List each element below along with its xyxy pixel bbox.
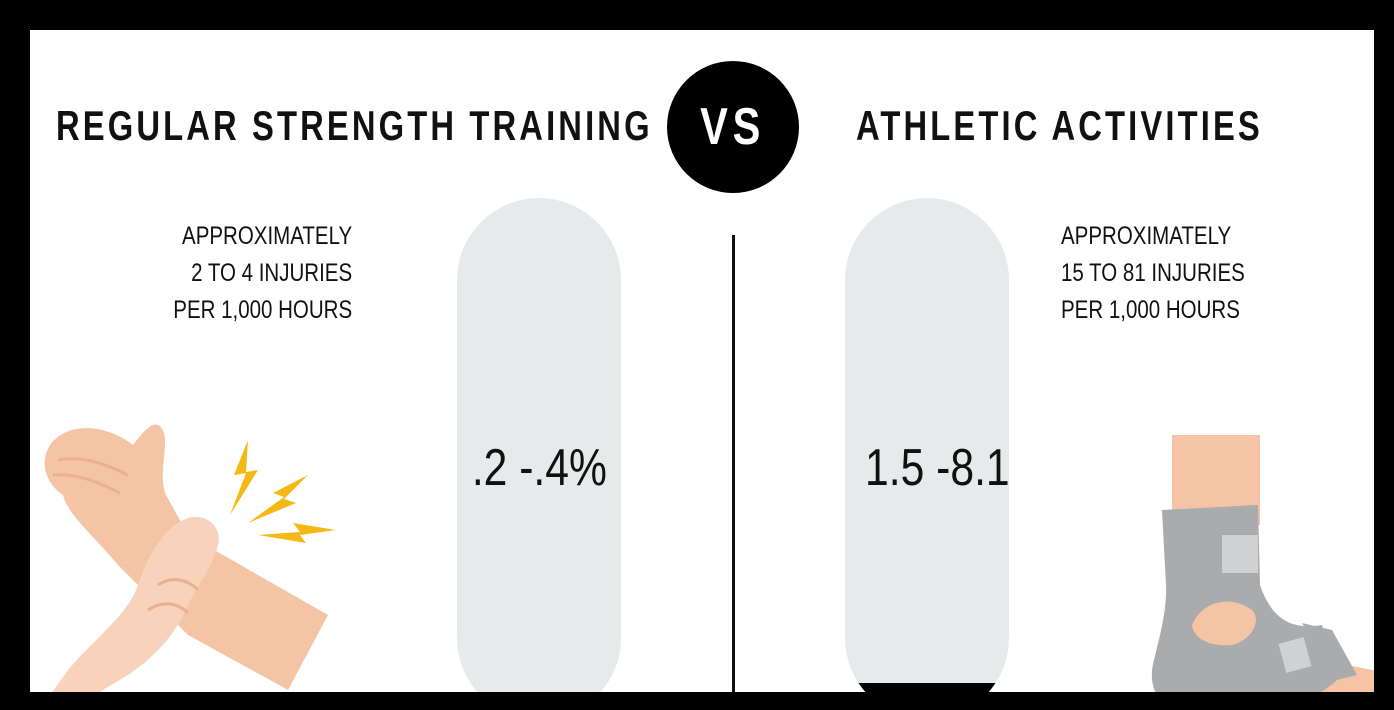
right-description: APPROXIMATELY 15 TO 81 INJURIES PER 1,00…	[1061, 218, 1285, 329]
left-description-line: 2 TO 4 INJURIES	[190, 259, 352, 287]
right-title: ATHLETIC ACTIVITIES	[856, 102, 1263, 149]
right-description-line: 15 TO 81 INJURIES	[1061, 259, 1245, 287]
vs-label: VS	[700, 98, 766, 156]
left-rate-value-text: .2 -.4%	[471, 439, 607, 497]
right-description-line: APPROXIMATELY	[1061, 222, 1232, 250]
infographic-canvas: REGULAR STRENGTH TRAINING VS ATHLETIC AC…	[30, 30, 1374, 692]
right-rate-fill	[845, 683, 1009, 692]
wrist-pain-icon	[44, 424, 336, 692]
left-rate-value: .2 -.4%	[457, 438, 621, 498]
right-description-line: PER 1,000 HOURS	[1061, 296, 1240, 324]
right-rate-value: 1.5 -8.1%	[845, 438, 1009, 498]
left-description-line: APPROXIMATELY	[181, 222, 352, 250]
center-divider	[732, 235, 735, 692]
right-rate-pill: 1.5 -8.1%	[845, 198, 1009, 692]
vs-badge: VS	[667, 61, 799, 193]
right-rate-value-text: 1.5 -8.1%	[865, 439, 1009, 497]
left-description: APPROXIMATELY 2 TO 4 INJURIES PER 1,000 …	[134, 218, 352, 329]
left-title: REGULAR STRENGTH TRAINING	[56, 102, 653, 149]
ankle-brace-icon	[1151, 435, 1374, 692]
left-description-line: PER 1,000 HOURS	[173, 296, 352, 324]
left-rate-pill: .2 -.4%	[457, 198, 621, 692]
